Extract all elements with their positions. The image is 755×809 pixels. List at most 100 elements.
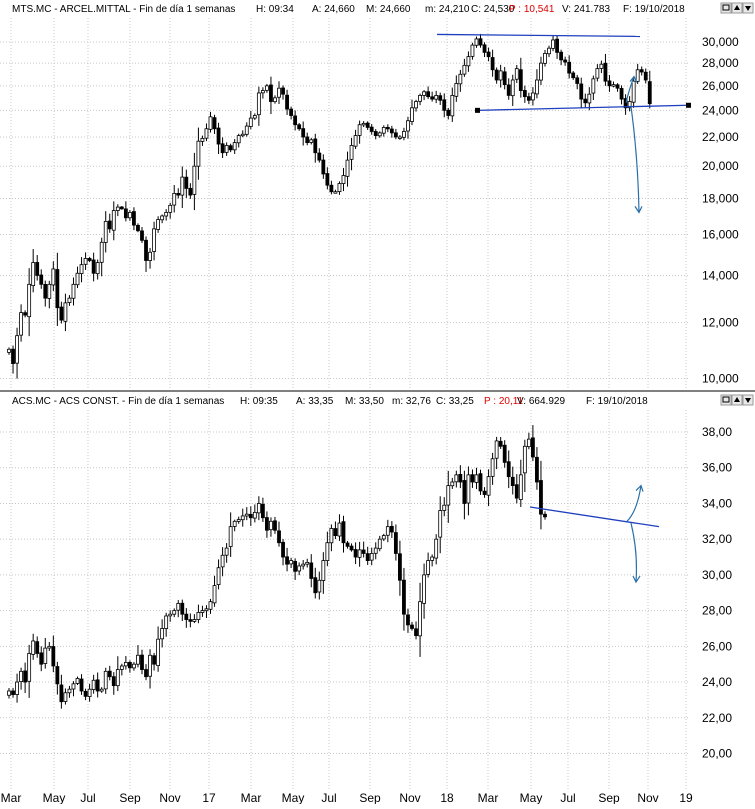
candle-body-down (273, 520, 277, 531)
candle-body-down (144, 669, 148, 678)
candle (67, 685, 72, 698)
candle-body-up (289, 560, 294, 565)
panel2-maximize-button[interactable] (731, 394, 743, 406)
candle-body-down (176, 192, 181, 196)
candle (260, 87, 265, 99)
candle (571, 71, 576, 80)
candle (535, 447, 539, 490)
panel1-maximize-button[interactable] (731, 2, 743, 14)
panel1-minimize-button[interactable] (742, 2, 754, 14)
candle-body-down (365, 122, 370, 128)
candle-body-up (329, 528, 334, 544)
candle-body-down (575, 77, 580, 84)
candle-body-up (381, 535, 386, 540)
panel2-symbol: ACS.MC - ACS CONST. - Fin de día 1 seman… (12, 396, 224, 407)
candle-body-down (531, 437, 535, 458)
candle (313, 567, 318, 599)
candle-body-up (224, 547, 229, 556)
candle (297, 562, 302, 576)
candle-body-down (506, 461, 511, 478)
candle (212, 114, 217, 135)
panel2-minimize-button[interactable] (742, 394, 754, 406)
candle-body-down (506, 84, 511, 96)
candle (486, 469, 491, 506)
candle-body-up (67, 688, 72, 694)
candle-body-down (309, 562, 314, 579)
candle-body-down (349, 545, 354, 551)
support-line-handle (475, 107, 480, 113)
candle (196, 127, 201, 180)
panel2-open: A: 33,35 (296, 396, 334, 407)
candle-body-down (365, 553, 370, 561)
panel2-plot: 20,00 22,00 24,00 26,00 28,00 30,00 32,00 34,00… (0, 410, 732, 790)
x-axis: Mar May Jul Sep Nov 17 Mar May Jul Sep Nov 18 Mar May… (1, 791, 693, 805)
candle-body-up (240, 133, 245, 137)
candle-body-up (510, 79, 515, 97)
candle-body-up (240, 515, 245, 521)
candle-body-down (79, 678, 84, 692)
candle (184, 608, 189, 628)
candle (438, 92, 443, 105)
panel2-date: F: 19/10/2018 (586, 396, 648, 407)
candle (595, 64, 600, 82)
candle (341, 515, 346, 553)
y-tick-label: 16,000 (702, 228, 739, 242)
candle (47, 280, 52, 309)
candle-body-down (35, 262, 40, 276)
candle-body-down (555, 38, 559, 53)
candle (168, 610, 173, 622)
candle (345, 151, 350, 187)
candle (615, 83, 620, 92)
candle-body-down (373, 131, 378, 137)
candle (43, 280, 48, 307)
candle (27, 268, 32, 337)
candle (454, 470, 459, 488)
candle (75, 266, 80, 289)
candle-body-down (325, 173, 330, 186)
candle (172, 185, 177, 213)
panel1-close: C: 24,530 (471, 4, 515, 15)
panel1-plot: 10,000 12,000 14,000 16,000 18,000 20,000 22,0… (0, 18, 739, 388)
candle (321, 552, 326, 594)
candle (281, 85, 285, 100)
candle-body-down (140, 230, 144, 241)
candle (643, 68, 648, 84)
candle (184, 169, 189, 198)
candle (111, 672, 116, 695)
candle-body-down (494, 69, 499, 81)
candle-body-down (144, 239, 148, 261)
candle-body-up (236, 135, 241, 144)
candle-body-down (385, 126, 390, 130)
candle-body-up (236, 519, 241, 522)
candle-body-up (321, 560, 326, 581)
candle (176, 188, 181, 199)
candle (281, 539, 285, 566)
candle-body-down (83, 690, 88, 697)
candle-body-up (228, 526, 233, 547)
x-tick-label: Sep (359, 791, 381, 804)
candle-body-up (15, 335, 19, 364)
candle-body-down (361, 549, 366, 554)
panel2-restore-button[interactable] (720, 394, 732, 406)
candle-body-down (623, 98, 628, 109)
candle (458, 465, 463, 489)
candle-body-up (31, 262, 36, 287)
candle-body-down (277, 530, 281, 544)
candle (337, 181, 342, 195)
candle (309, 554, 314, 588)
candle (599, 60, 604, 74)
candle (256, 86, 261, 126)
candle-body-up (192, 165, 197, 195)
panel1-restore-button[interactable] (720, 2, 732, 14)
candle (136, 645, 140, 668)
candle-body-up (119, 665, 124, 670)
candle (289, 106, 294, 120)
candle (208, 598, 213, 614)
candle-body-up (43, 647, 48, 664)
candle-body-up (115, 669, 120, 687)
candle (381, 533, 386, 542)
candle-body-up (152, 228, 156, 252)
candle (7, 347, 11, 355)
candle-body-down (95, 679, 100, 692)
candle-body-down (478, 38, 483, 46)
